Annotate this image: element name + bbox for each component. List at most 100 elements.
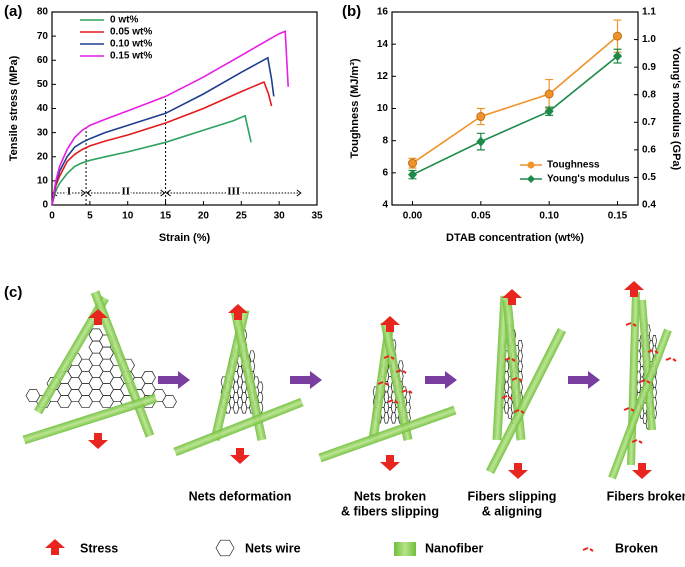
stage-caption: & fibers slipping <box>341 504 439 518</box>
broken-mark <box>623 407 635 412</box>
legend-marker <box>527 175 535 183</box>
x-axis-label: DTAB concentration (wt%) <box>446 232 584 244</box>
panel-label: (b) <box>342 3 361 20</box>
diagram-legend-label: Broken <box>615 541 658 555</box>
nanofiber <box>380 321 413 441</box>
y2-tick-label: 0.8 <box>642 89 656 100</box>
data-point <box>544 106 554 117</box>
data-point <box>613 31 622 41</box>
y-tick-label: 4 <box>382 200 388 211</box>
y-tick-label: 14 <box>377 39 389 50</box>
y-tick-label: 0 <box>42 200 48 211</box>
diagram-legend-label: Nets wire <box>245 541 301 555</box>
nanofiber <box>173 397 304 457</box>
net-cell <box>57 395 72 409</box>
y-tick-label: 60 <box>37 55 49 66</box>
broken-mark <box>665 357 677 362</box>
process-arrow <box>290 371 322 389</box>
broken-mark <box>511 377 523 382</box>
broken-mark <box>383 355 395 360</box>
data-point <box>408 158 417 168</box>
broken-mark <box>625 322 637 327</box>
nanofiber <box>638 299 656 431</box>
x-tick-label: 35 <box>311 211 323 222</box>
broken-mark <box>639 379 651 384</box>
stress-arrow <box>624 281 644 297</box>
data-point <box>408 169 417 180</box>
broken-mark <box>631 439 643 444</box>
nanofiber <box>34 295 109 415</box>
nanofiber <box>492 295 510 441</box>
x-tick-label: 20 <box>198 211 210 222</box>
y-tick-label: 12 <box>377 71 389 82</box>
x-tick-label: 25 <box>236 211 248 222</box>
data-point <box>476 136 486 147</box>
x-axis-label: Strain (%) <box>159 232 211 244</box>
process-arrow <box>568 371 600 389</box>
process-arrow <box>158 371 190 389</box>
net-cell <box>99 395 114 409</box>
x-tick-label: 0.00 <box>403 211 423 222</box>
y2-tick-label: 0.9 <box>642 62 656 73</box>
broken-mark <box>387 399 399 404</box>
net-cell <box>232 402 240 414</box>
net-cell <box>390 412 397 424</box>
y-tick-label: 6 <box>382 167 388 178</box>
stress-arrow <box>508 463 528 479</box>
stress-arrow <box>45 539 65 555</box>
arrow-head <box>165 189 302 197</box>
x-tick-label: 0.05 <box>471 211 491 222</box>
y-tick-label: 50 <box>37 79 49 90</box>
y-axis-label: Toughness (MJ/m³) <box>349 58 361 158</box>
y-tick-label: 80 <box>37 7 49 18</box>
x-tick-label: 10 <box>122 211 134 222</box>
panel-label: (a) <box>4 3 22 20</box>
y-tick-label: 8 <box>382 135 388 146</box>
broken-mark <box>582 547 594 552</box>
legend-label: 0.05 wt% <box>110 27 152 38</box>
region-label: II <box>122 186 131 198</box>
process-arrow <box>425 371 457 389</box>
y-axis-label: Tensile stress (MPa) <box>8 55 20 161</box>
x-tick-label: 5 <box>87 211 93 222</box>
stage-caption: Nets broken <box>354 489 426 503</box>
y-tick-label: 70 <box>37 31 49 42</box>
stress-arrow <box>230 448 250 464</box>
y-tick-label: 30 <box>37 127 49 138</box>
broken-mark <box>401 389 413 394</box>
stress-arrow <box>502 289 522 305</box>
y-tick-label: 16 <box>377 7 389 18</box>
legend-label: 0.15 wt% <box>110 51 152 62</box>
region-label: I <box>67 186 71 198</box>
stress-strain-curve <box>51 56 275 206</box>
legend-hexagon <box>215 539 235 557</box>
stress-strain-curve <box>51 80 273 206</box>
broken-mark <box>504 357 516 362</box>
region-label: III <box>227 186 240 198</box>
nanofiber <box>230 309 267 441</box>
stage-caption: Nets deformation <box>189 489 292 503</box>
net-cell <box>383 412 390 424</box>
legend-label: Toughness <box>547 160 600 171</box>
legend-fiber <box>394 542 416 556</box>
stress-strain-curve <box>51 30 289 206</box>
y2-tick-label: 0.4 <box>642 200 656 211</box>
y2-tick-label: 0.5 <box>642 172 656 183</box>
x-tick-label: 15 <box>160 211 172 222</box>
diagram-legend-label: Stress <box>80 541 118 555</box>
y-tick-label: 20 <box>37 151 49 162</box>
plot-frame <box>51 11 318 206</box>
legend-label: 0.10 wt% <box>110 39 152 50</box>
broken-mark <box>513 409 525 414</box>
x-tick-label: 0.15 <box>608 211 628 222</box>
stage-caption: & aligning <box>482 504 542 518</box>
y2-tick-label: 1.1 <box>642 7 656 18</box>
stress-arrow <box>632 463 652 479</box>
y-tick-label: 10 <box>377 103 389 114</box>
legend-marker <box>527 161 535 169</box>
stress-arrow <box>380 316 400 332</box>
y-tick-label: 10 <box>37 176 49 187</box>
y2-tick-label: 0.6 <box>642 144 656 155</box>
panel-label: (c) <box>4 284 22 301</box>
